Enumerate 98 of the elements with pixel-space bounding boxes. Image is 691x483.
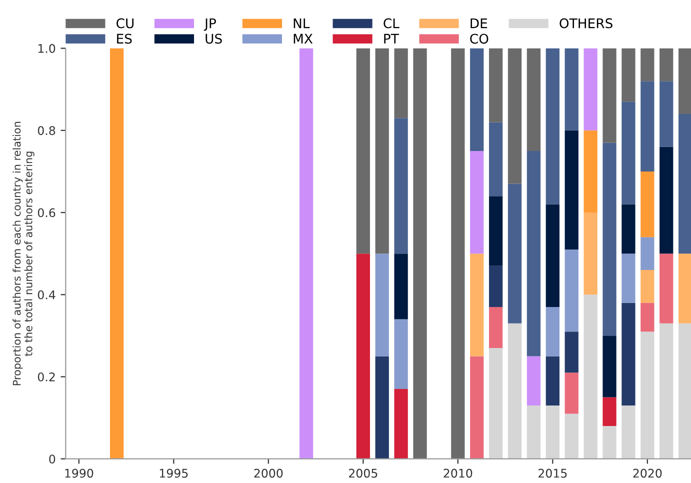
bar [546,48,560,204]
bar [526,356,541,406]
bar [564,372,578,414]
legend-label: CL [384,18,400,28]
bar [394,118,408,254]
bar [375,48,389,254]
x-tick-label: 1990 [65,468,94,478]
legend-label: US [206,34,222,44]
bar [451,48,465,459]
bar [622,405,636,459]
bar [526,405,541,459]
bar [584,130,598,213]
bar [622,48,636,102]
bar [375,356,389,459]
x-tick-label: 2020 [633,468,662,478]
bar [660,48,674,82]
bar [470,356,484,459]
bar [508,48,522,184]
bar [564,249,578,332]
bar [678,323,691,459]
legend-label: JP [204,18,216,31]
y-tick-label: 1.0 [38,44,56,53]
x-tick-label: 2010 [444,468,472,478]
bar [299,48,314,459]
bar [640,48,654,82]
legend-label: ES [117,34,132,44]
bar [488,122,503,196]
bar [564,48,578,130]
bar [660,254,674,324]
bar [394,254,408,320]
x-tick-label: 2015 [538,468,567,478]
bar [640,270,654,303]
bar [622,302,636,406]
bar [413,48,427,459]
bar [508,184,522,324]
bar [488,48,503,122]
y-tick-label: 0.6 [38,208,56,218]
bar [546,405,560,459]
y-tick-label: 0.4 [38,290,56,300]
x-tick-label: 2000 [254,468,283,478]
bar [488,306,503,348]
legend-label: OTHERS [560,18,612,28]
bar [602,142,616,336]
bar [602,48,616,143]
bar [678,254,691,324]
bar [678,114,691,254]
bar [602,426,616,459]
legend-label: MX [294,34,313,44]
bar [584,212,598,295]
bar [488,196,503,266]
bar [640,81,654,172]
bar [470,48,484,151]
bar [640,302,654,332]
bar [660,146,674,254]
bar [678,48,691,114]
y-axis-title: Proportion of authors from each country in relation to the total number of authors entering [12,122,34,386]
bar [640,332,654,459]
y-tick-label: 0.8 [38,126,56,136]
x-tick-label: 2005 [349,468,378,478]
bar [470,254,484,356]
bar [660,323,674,459]
bar [602,336,616,398]
legend-label: DE [470,18,488,28]
bar [622,204,636,254]
bar [564,332,578,373]
bar [356,254,370,459]
bar [660,81,674,147]
bar [602,397,616,426]
bar [356,48,370,254]
bar [584,294,598,459]
bar [546,356,560,406]
bar [394,319,408,390]
bar [375,254,389,356]
bar [640,171,654,238]
bar [640,237,654,270]
legend-label: CU [116,18,134,28]
bar [470,150,484,254]
bar [394,48,408,118]
bar [622,254,636,303]
bar [546,306,560,356]
legend-label: NL [294,18,310,28]
bar [488,266,503,307]
bar [394,389,408,459]
legend-label: PT [384,34,399,44]
bar [564,130,578,250]
y-tick-label: 0.2 [38,372,55,382]
bar [110,48,124,459]
bar [526,150,541,356]
bar [526,48,541,151]
bar [546,204,560,307]
y-tick-label: 0 [49,454,56,464]
bar [488,348,503,459]
legend-label: CO [470,34,488,44]
bar [584,48,598,130]
bar [564,414,578,459]
bar [622,102,636,204]
bar [508,323,522,459]
x-tick-label: 1995 [160,468,188,478]
